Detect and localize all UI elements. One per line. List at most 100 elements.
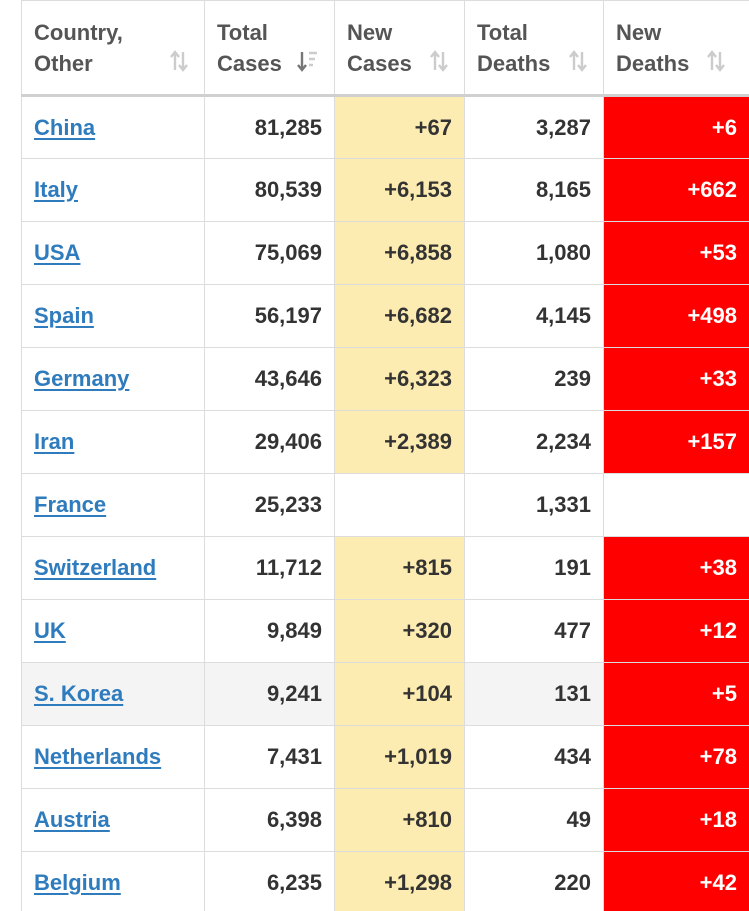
table-row: Iran 29,406 +2,389 2,234 +157 <box>21 410 749 474</box>
total-deaths-cell: 191 <box>464 536 604 600</box>
total-deaths-cell: 220 <box>464 851 604 911</box>
total-deaths-cell: 4,145 <box>464 284 604 348</box>
new-deaths-cell: +53 <box>603 221 749 285</box>
header-label-line1: New <box>347 20 393 45</box>
total-deaths-cell: 477 <box>464 599 604 663</box>
country-link[interactable]: Austria <box>34 807 110 832</box>
new-deaths-cell: +498 <box>603 284 749 348</box>
new-cases-cell <box>334 473 465 537</box>
total-deaths-cell: 434 <box>464 725 604 789</box>
total-deaths-cell: 3,287 <box>464 95 604 159</box>
total-cases-cell: 81,285 <box>204 95 335 159</box>
country-link[interactable]: France <box>34 492 107 517</box>
total-cases-cell: 6,398 <box>204 788 335 852</box>
table-row: Germany 43,646 +6,323 239 +33 <box>21 347 749 411</box>
new-cases-cell: +810 <box>334 788 465 852</box>
table-row: France 25,233 1,331 <box>21 473 749 537</box>
country-link[interactable]: S. Korea <box>34 681 124 706</box>
total-cases-cell: 9,849 <box>204 599 335 663</box>
new-cases-cell: +815 <box>334 536 465 600</box>
header-country[interactable]: Country, Other <box>21 0 205 97</box>
header-label-line1: Total <box>477 20 528 45</box>
new-deaths-cell: +6 <box>603 95 749 159</box>
header-label-line2: Deaths <box>477 51 551 76</box>
country-link[interactable]: Switzerland <box>34 555 157 580</box>
total-deaths-cell: 131 <box>464 662 604 726</box>
table-row: China 81,285 +67 3,287 +6 <box>21 95 749 159</box>
new-cases-cell: +6,858 <box>334 221 465 285</box>
new-deaths-cell: +18 <box>603 788 749 852</box>
header-label-line1: Country, <box>34 20 123 45</box>
new-cases-cell: +1,298 <box>334 851 465 911</box>
country-link[interactable]: UK <box>34 618 66 643</box>
total-cases-cell: 75,069 <box>204 221 335 285</box>
country-cell: Netherlands <box>21 725 205 789</box>
table-row: UK 9,849 +320 477 +12 <box>21 599 749 663</box>
header-label-line2: Cases <box>217 51 282 76</box>
new-deaths-cell: +5 <box>603 662 749 726</box>
new-deaths-cell: +33 <box>603 347 749 411</box>
sort-icon[interactable] <box>168 49 190 73</box>
table-row: USA 75,069 +6,858 1,080 +53 <box>21 221 749 285</box>
country-link[interactable]: China <box>34 114 96 140</box>
country-link[interactable]: Italy <box>34 177 79 202</box>
header-new-cases[interactable]: New Cases <box>334 0 465 97</box>
total-cases-cell: 6,235 <box>204 851 335 911</box>
new-cases-cell: +67 <box>334 95 465 159</box>
table-row: Netherlands 7,431 +1,019 434 +78 <box>21 725 749 789</box>
country-link[interactable]: Germany <box>34 366 130 391</box>
new-cases-cell: +6,323 <box>334 347 465 411</box>
total-cases-cell: 25,233 <box>204 473 335 537</box>
new-deaths-cell: +42 <box>603 851 749 911</box>
country-cell: S. Korea <box>21 662 205 726</box>
header-total-cases[interactable]: Total Cases <box>204 0 335 97</box>
new-deaths-cell <box>603 473 749 537</box>
country-cell: Belgium <box>21 851 205 911</box>
header-total-deaths[interactable]: Total Deaths <box>464 0 604 97</box>
header-label-line2: Deaths <box>616 51 690 76</box>
new-cases-cell: +1,019 <box>334 725 465 789</box>
new-cases-cell: +2,389 <box>334 410 465 474</box>
country-cell: Iran <box>21 410 205 474</box>
country-cell: Austria <box>21 788 205 852</box>
country-cell: Italy <box>21 158 205 222</box>
table-container: Country, Other Total Cases New Cases <box>21 0 749 911</box>
total-cases-cell: 29,406 <box>204 410 335 474</box>
header-label-line2: Cases <box>347 51 412 76</box>
coronavirus-stats-table: Country, Other Total Cases New Cases <box>21 0 749 911</box>
new-deaths-cell: +78 <box>603 725 749 789</box>
country-cell: Germany <box>21 347 205 411</box>
new-deaths-cell: +157 <box>603 410 749 474</box>
table-row: Austria 6,398 +810 49 +18 <box>21 788 749 852</box>
total-cases-cell: 43,646 <box>204 347 335 411</box>
country-cell: Spain <box>21 284 205 348</box>
table-row: Spain 56,197 +6,682 4,145 +498 <box>21 284 749 348</box>
table-header-row: Country, Other Total Cases New Cases <box>21 0 749 97</box>
country-link[interactable]: USA <box>34 240 81 265</box>
country-cell: Switzerland <box>21 536 205 600</box>
country-link[interactable]: Spain <box>34 303 94 328</box>
total-deaths-cell: 8,165 <box>464 158 604 222</box>
header-new-deaths[interactable]: New Deaths <box>603 0 749 97</box>
sort-icon[interactable] <box>567 49 589 73</box>
country-link[interactable]: Iran <box>34 429 75 454</box>
total-cases-cell: 80,539 <box>204 158 335 222</box>
table-row: S. Korea 9,241 +104 131 +5 <box>21 662 749 726</box>
header-label-line1: New <box>616 20 662 45</box>
new-cases-cell: +320 <box>334 599 465 663</box>
sort-icon[interactable] <box>705 49 727 73</box>
total-deaths-cell: 1,080 <box>464 221 604 285</box>
country-link[interactable]: Netherlands <box>34 744 162 769</box>
sort-desc-active-icon[interactable] <box>296 49 318 73</box>
country-cell: UK <box>21 599 205 663</box>
country-link[interactable]: Belgium <box>34 870 121 895</box>
sort-icon[interactable] <box>428 49 450 73</box>
new-deaths-cell: +38 <box>603 536 749 600</box>
total-cases-cell: 11,712 <box>204 536 335 600</box>
header-label-line1: Total <box>217 20 268 45</box>
table-row: Belgium 6,235 +1,298 220 +42 <box>21 851 749 911</box>
header-label-line2: Other <box>34 51 93 76</box>
total-deaths-cell: 2,234 <box>464 410 604 474</box>
table-row: Switzerland 11,712 +815 191 +38 <box>21 536 749 600</box>
country-cell: China <box>21 95 205 159</box>
